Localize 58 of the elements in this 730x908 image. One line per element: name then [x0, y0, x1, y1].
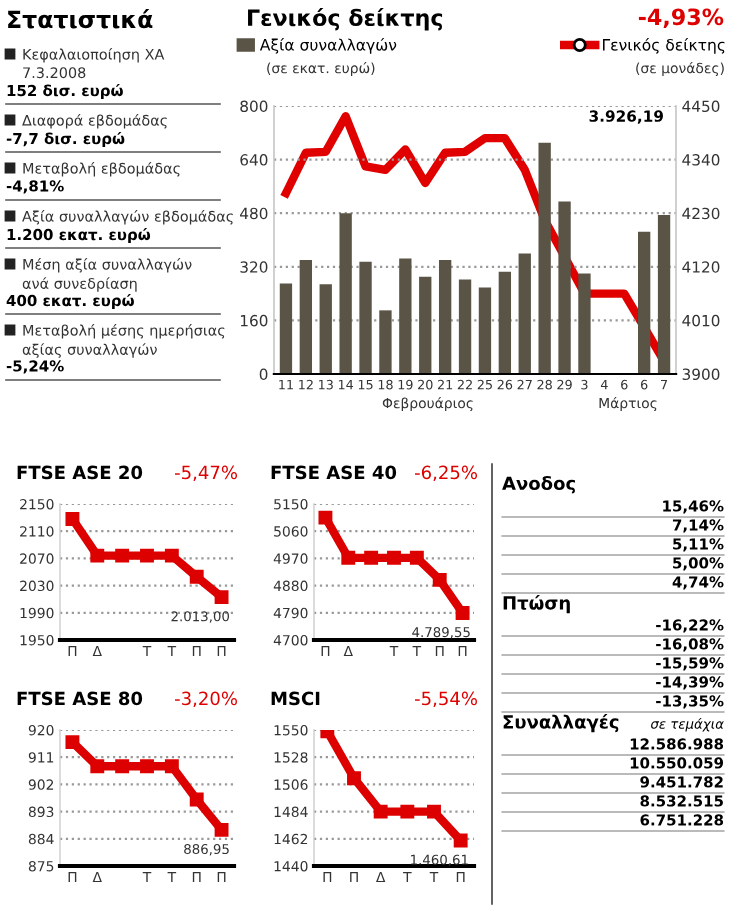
chart-subtitle: -6,25%	[415, 465, 478, 482]
point	[65, 512, 80, 526]
bar	[339, 213, 352, 374]
chart-title: Γενικός δείκτης	[248, 8, 443, 31]
chart-subtitle: -5,54%	[415, 691, 478, 708]
point	[432, 572, 447, 587]
bar	[578, 273, 591, 374]
text: Ανοδος	[502, 476, 575, 494]
bar	[518, 253, 531, 374]
text: Στατιστικά	[8, 9, 153, 29]
chart-subtitle: -3,20%	[175, 691, 238, 708]
point	[373, 804, 388, 819]
point	[65, 735, 80, 750]
point	[115, 548, 130, 563]
bar	[379, 310, 392, 374]
point	[387, 550, 401, 565]
bar	[558, 201, 571, 374]
bar	[438, 260, 452, 374]
bar	[538, 142, 551, 374]
point	[214, 590, 229, 605]
point	[214, 822, 229, 837]
bar	[399, 258, 412, 374]
chart-title: MSCI	[271, 691, 320, 706]
bar	[458, 279, 472, 374]
point	[409, 550, 424, 565]
point	[115, 759, 130, 774]
point	[140, 759, 154, 774]
point	[364, 550, 379, 565]
point	[90, 548, 105, 563]
point	[189, 792, 204, 807]
bar	[419, 276, 432, 374]
bar	[359, 261, 372, 374]
point	[164, 548, 179, 563]
point	[189, 569, 204, 584]
bar	[657, 214, 671, 374]
point	[347, 771, 361, 786]
point	[318, 510, 333, 525]
point	[455, 605, 470, 620]
point	[140, 548, 154, 563]
text: Συναλλαγές	[503, 714, 619, 733]
bar	[637, 231, 651, 374]
text: Πτώση	[503, 595, 570, 614]
bar	[498, 271, 512, 374]
chart-subtitle: -4,93%	[638, 8, 724, 29]
point	[90, 759, 105, 774]
point	[400, 804, 415, 819]
bar	[279, 283, 293, 374]
bar	[319, 284, 332, 374]
chart-title: FTSE ASE 80	[17, 691, 143, 706]
point	[453, 833, 468, 848]
point	[341, 550, 356, 565]
point	[427, 804, 441, 819]
chart-subtitle: -5,47%	[175, 465, 238, 482]
chart-title: FTSE ASE 20	[17, 465, 143, 480]
bar	[299, 260, 313, 374]
bar	[478, 287, 492, 374]
point	[164, 759, 179, 774]
chart-title: FTSE ASE 40	[271, 465, 397, 480]
